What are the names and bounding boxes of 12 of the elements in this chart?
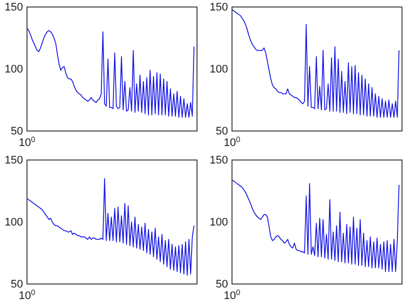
line-series (232, 9, 400, 118)
line-series (26, 28, 194, 118)
y-tick-label: 150 (210, 154, 228, 167)
y-tick-label: 150 (4, 154, 23, 167)
line-series (232, 179, 400, 272)
y-tick-label: 100 (210, 216, 228, 229)
line-series (26, 178, 194, 276)
y-tick-label: 150 (210, 2, 228, 14)
y-tick-label: 100 (4, 216, 23, 229)
y-tick-label: 150 (4, 2, 23, 14)
y-tick-label: 100 (4, 64, 23, 76)
y-tick-label: 100 (210, 64, 228, 76)
